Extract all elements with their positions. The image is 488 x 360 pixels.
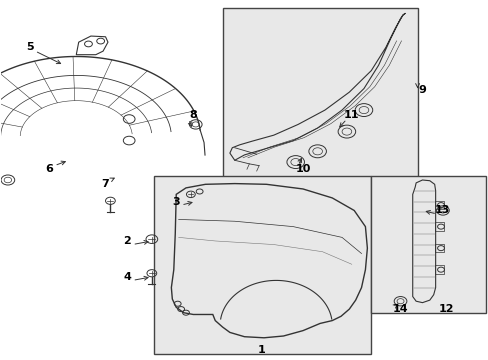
Text: 1: 1 — [257, 345, 265, 355]
Text: 13: 13 — [433, 206, 449, 216]
Bar — [154, 176, 370, 354]
Text: 14: 14 — [392, 304, 407, 314]
Bar — [370, 176, 485, 313]
Bar — [434, 201, 444, 210]
Text: 4: 4 — [123, 272, 131, 282]
Text: 5: 5 — [26, 42, 34, 52]
Text: 12: 12 — [438, 304, 454, 314]
Bar — [434, 244, 444, 252]
Text: 10: 10 — [295, 164, 310, 174]
Text: 6: 6 — [45, 164, 53, 174]
Bar — [434, 265, 444, 274]
Text: 2: 2 — [123, 236, 131, 246]
Text: 9: 9 — [418, 85, 426, 95]
Bar — [222, 8, 417, 182]
Text: 11: 11 — [344, 111, 359, 121]
Text: 3: 3 — [172, 197, 180, 207]
Text: 8: 8 — [189, 111, 197, 121]
Bar — [434, 222, 444, 231]
Text: 7: 7 — [102, 179, 109, 189]
